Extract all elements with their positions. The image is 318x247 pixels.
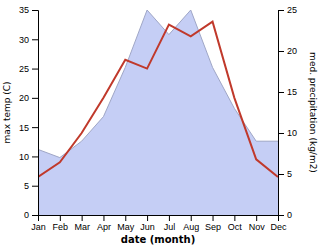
tick-label: 15 <box>19 123 29 133</box>
tick-mark <box>32 215 38 216</box>
tick-label: 5 <box>24 181 29 191</box>
tick: 20 <box>278 46 297 56</box>
area-line <box>38 10 278 158</box>
tick-label: Nov <box>249 222 266 232</box>
tick-label: 20 <box>287 46 297 56</box>
tick-label: Aug <box>183 222 199 232</box>
tick-mark <box>60 215 61 221</box>
tick-mark <box>32 156 38 157</box>
x-axis: Jan Feb Mar Apr May Jun Jul Aug Sep Oct Nov Dec <box>31 215 287 232</box>
area <box>38 10 278 215</box>
tick: May <box>117 215 135 232</box>
y2-axis: 0 5 10 15 20 25 <box>278 5 297 220</box>
axis-line <box>39 216 279 222</box>
tick: Nov <box>249 215 266 232</box>
tick-label: 25 <box>19 64 29 74</box>
tick-mark <box>278 92 284 93</box>
tick: 20 <box>19 93 38 103</box>
tick-label: Feb <box>53 222 69 232</box>
tick-mark <box>278 10 284 11</box>
y-axis-title: max temp (C) <box>2 81 12 143</box>
tick: 35 <box>19 5 38 15</box>
tick-label: May <box>117 222 135 232</box>
tick: 15 <box>278 87 297 97</box>
tick-label: 20 <box>19 93 29 103</box>
tick: 10 <box>19 152 38 162</box>
tick-mark <box>191 215 192 221</box>
tick-label: Oct <box>228 222 243 232</box>
tick: Apr <box>97 215 111 232</box>
tick: 5 <box>24 181 38 191</box>
tick-label: 25 <box>287 5 297 15</box>
tick-mark <box>32 39 38 40</box>
tick-label: Dec <box>270 222 287 232</box>
tick: 25 <box>278 5 297 15</box>
tick-label: 15 <box>287 87 297 97</box>
tick-label: 10 <box>19 152 29 162</box>
tick-label: 0 <box>287 210 292 220</box>
tick-mark <box>278 215 284 216</box>
line <box>38 22 278 177</box>
tick: Aug <box>183 215 199 232</box>
axis-line <box>32 11 39 216</box>
tick-label: Sep <box>205 222 221 232</box>
tick-label: 35 <box>19 5 29 15</box>
tick: 15 <box>19 123 38 133</box>
tick-mark <box>278 174 284 175</box>
tick-mark <box>103 215 104 221</box>
chart: JanFebMarAprMayJunJulAugSepOctNovDec0510… <box>0 0 318 247</box>
axis-line <box>279 11 285 216</box>
tick-mark <box>256 215 257 221</box>
tick: Oct <box>228 215 243 232</box>
tick: 25 <box>19 64 38 74</box>
tick-label: Jun <box>140 222 155 232</box>
tick-mark <box>234 215 235 221</box>
tick-mark <box>278 51 284 52</box>
tick: 0 <box>278 210 292 220</box>
tick: Feb <box>53 215 69 232</box>
tick-label: 10 <box>287 128 297 138</box>
tick-label: 0 <box>24 210 29 220</box>
tick: 30 <box>19 35 38 45</box>
tick-label: Mar <box>74 222 90 232</box>
y2-axis-title: med. precipitation (kg/m2) <box>308 52 318 173</box>
tick-label: Jul <box>164 222 176 232</box>
marks <box>38 10 278 215</box>
tick-mark <box>147 215 148 221</box>
tick: 10 <box>278 128 297 138</box>
plot: JanFebMarAprMayJunJulAugSepOctNovDec0510… <box>19 5 297 232</box>
x-axis-title: date (month) <box>121 234 195 245</box>
tick: 5 <box>278 169 292 179</box>
tick-mark <box>32 98 38 99</box>
tick-mark <box>125 215 126 221</box>
tick-mark <box>278 133 284 134</box>
tick-mark <box>82 215 83 221</box>
tick-mark <box>32 127 38 128</box>
tick-label: Jan <box>31 222 46 232</box>
tick-label: 30 <box>19 35 29 45</box>
y-axis: 0 5 10 15 20 25 30 35 <box>19 5 39 220</box>
tick: Mar <box>74 215 90 232</box>
tick-label: Apr <box>97 222 111 232</box>
tick-label: 5 <box>287 169 292 179</box>
tick: Jul <box>164 215 176 232</box>
tick: Dec <box>270 215 287 232</box>
tick: Jan <box>31 215 46 232</box>
tick: Sep <box>205 215 221 232</box>
tick-mark <box>32 10 38 11</box>
tick-mark <box>169 215 170 221</box>
tick-mark <box>213 215 214 221</box>
tick-mark <box>32 186 38 187</box>
tick: Jun <box>140 215 155 232</box>
tick-mark <box>32 69 38 70</box>
tick: 0 <box>24 210 38 220</box>
